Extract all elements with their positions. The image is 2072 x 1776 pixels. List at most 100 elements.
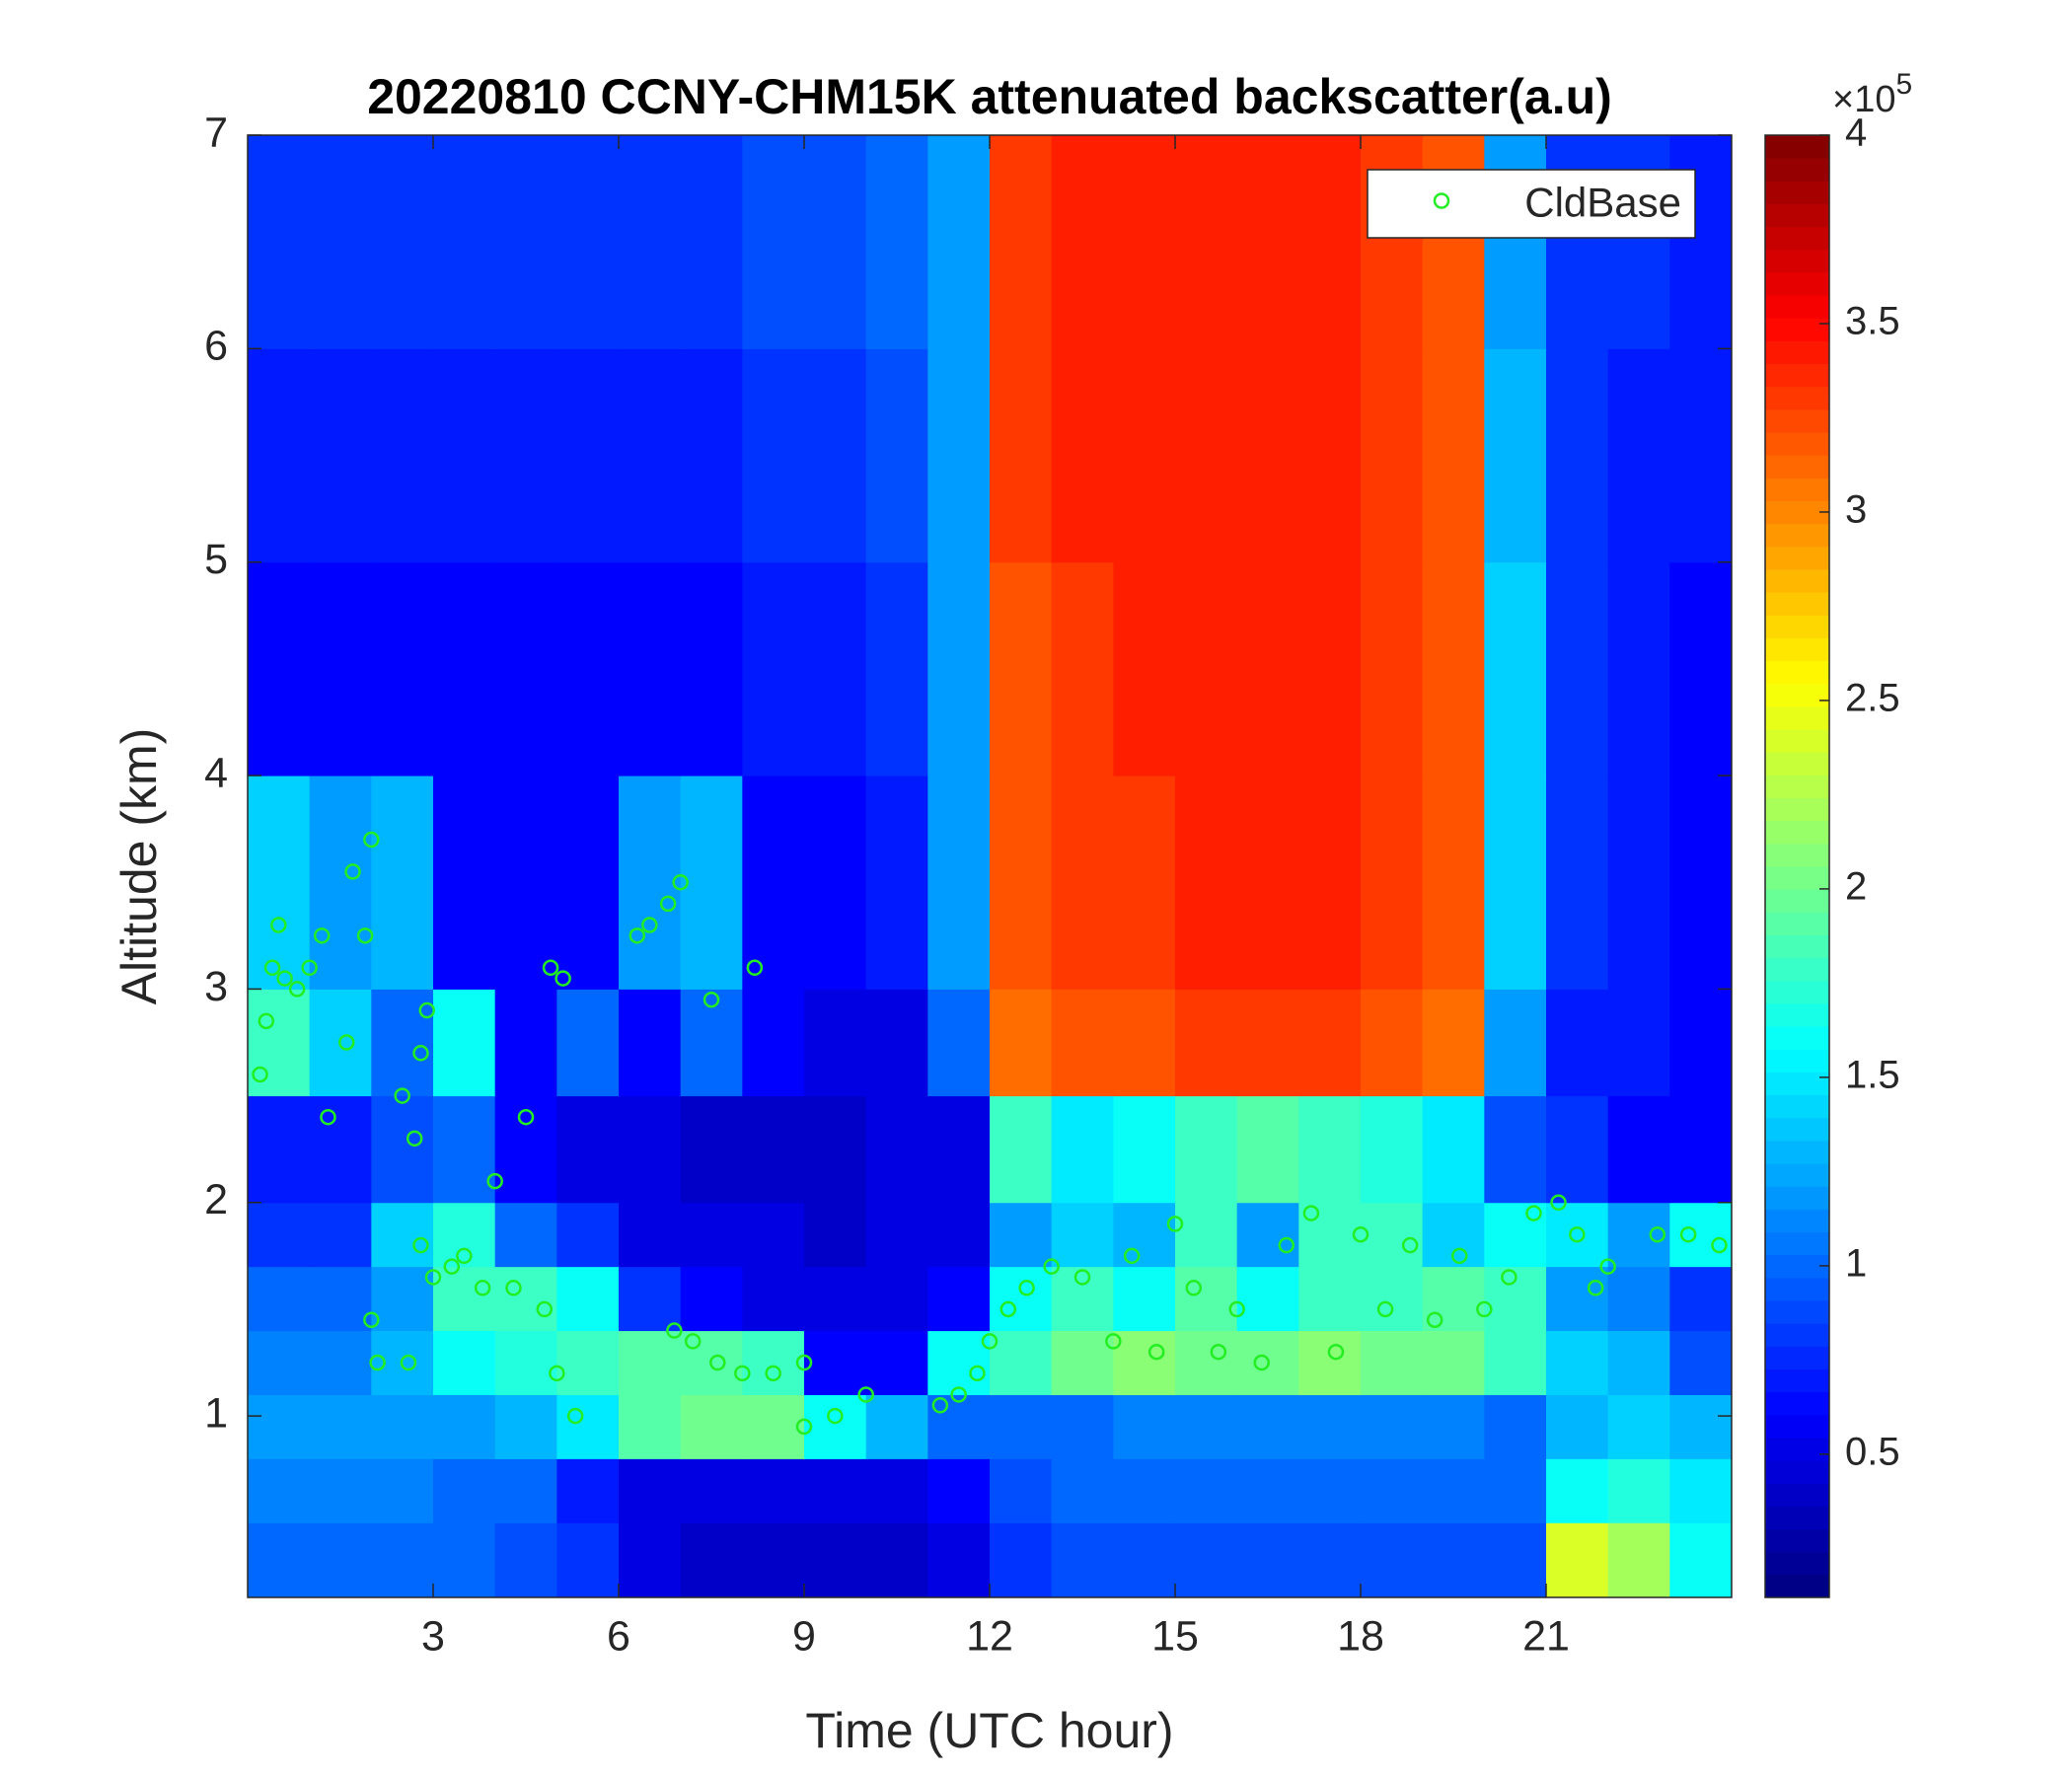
heatmap-cell <box>1298 1458 1362 1523</box>
heatmap-cell <box>680 1095 743 1204</box>
colorbar-segment <box>1765 615 1829 638</box>
heatmap-cell <box>742 989 805 1097</box>
heatmap-cell <box>1175 561 1238 777</box>
cloud-base-point <box>313 927 331 944</box>
heatmap-cell <box>248 1266 311 1332</box>
heatmap-cell <box>1236 561 1299 777</box>
heatmap-cell <box>1669 1522 1733 1598</box>
colorbar-segment <box>1765 752 1829 776</box>
cloud-base-point <box>288 981 306 998</box>
heatmap-cell <box>371 1394 434 1459</box>
heatmap-cell <box>804 989 867 1097</box>
heatmap-cell <box>1051 989 1114 1097</box>
heatmap-cell <box>680 776 743 990</box>
cloud-base-point <box>1210 1343 1227 1361</box>
heatmap-cell <box>1175 1458 1238 1523</box>
heatmap-cell <box>1484 989 1547 1097</box>
colorbar-segment <box>1765 1391 1829 1416</box>
heatmap-cell <box>1607 1522 1670 1598</box>
cloud-base-point <box>1253 1354 1270 1371</box>
heatmap-cell <box>1546 1330 1609 1395</box>
heatmap-cell <box>1546 348 1609 563</box>
cloud-base-point <box>1278 1236 1295 1254</box>
cloud-base-point <box>1073 1269 1091 1286</box>
heatmap-cell <box>927 1394 991 1459</box>
cloud-base-point <box>981 1333 999 1350</box>
heatmap-cell <box>990 1394 1053 1459</box>
heatmap-cell <box>990 989 1053 1097</box>
heatmap-cell <box>1484 1095 1547 1204</box>
heatmap-cell <box>1361 135 1424 349</box>
heatmap-cell <box>865 989 928 1097</box>
heatmap-cell <box>1607 1095 1670 1204</box>
heatmap-cell <box>248 1095 311 1204</box>
heatmap-cell <box>1113 1095 1176 1204</box>
cloud-base-point <box>1587 1280 1604 1296</box>
cloud-base-point <box>486 1172 503 1190</box>
heatmap-cell <box>990 1458 1053 1523</box>
cloud-base-point <box>1185 1280 1203 1296</box>
heatmap-cell <box>1361 1394 1424 1459</box>
cloud-base-point <box>456 1247 473 1265</box>
heatmap-cell <box>865 776 928 990</box>
heatmap-cell <box>1113 1522 1176 1598</box>
heatmap-cell <box>1422 1330 1485 1395</box>
colorbar-segment <box>1765 523 1829 548</box>
heatmap-cell <box>1298 1095 1362 1204</box>
heatmap-cell <box>1484 1458 1547 1523</box>
cloud-base-point <box>443 1258 461 1275</box>
heatmap-cell <box>309 1394 372 1459</box>
heatmap-cell <box>1546 1266 1609 1332</box>
heatmap-cell <box>1051 1266 1114 1332</box>
colorbar-segment <box>1765 408 1829 433</box>
colorbar-tick-label: 2 <box>1845 864 1867 908</box>
heatmap-cell <box>1175 1266 1238 1332</box>
heatmap-cell <box>371 135 434 349</box>
cloud-base-point <box>1525 1205 1542 1221</box>
heatmap-cell <box>556 135 620 349</box>
heatmap-cell <box>619 1394 682 1459</box>
heatmap-cell <box>1607 1330 1670 1395</box>
heatmap-cell <box>1484 1394 1547 1459</box>
x-tick-label: 21 <box>1522 1612 1570 1660</box>
heatmap-cell <box>248 135 311 349</box>
colorbar-segment <box>1765 363 1829 388</box>
cloud-base-point <box>412 1236 429 1254</box>
heatmap-cell <box>371 776 434 990</box>
heatmap-cell <box>1361 348 1424 563</box>
cloud-base-point <box>505 1280 522 1296</box>
cloud-base-point <box>263 959 281 977</box>
heatmap-cell <box>1422 989 1485 1097</box>
colorbar-segment <box>1765 271 1829 296</box>
heatmap-cell <box>1113 1202 1176 1268</box>
heatmap-cell <box>556 561 620 777</box>
heatmap-cell <box>556 1458 620 1523</box>
heatmap-cell <box>1607 1458 1670 1523</box>
heatmap-cell <box>742 1202 805 1268</box>
heatmap-cell <box>494 348 557 563</box>
heatmap-cell <box>1422 135 1485 349</box>
heatmap-cell <box>1175 776 1238 990</box>
heatmap-cell <box>619 1522 682 1598</box>
heatmap-cell <box>865 1330 928 1395</box>
heatmap-cell <box>1051 1522 1114 1598</box>
colorbar-multiplier-exponent: 5 <box>1895 68 1912 101</box>
heatmap-cell <box>371 561 434 777</box>
heatmap-cell <box>1669 1202 1733 1268</box>
cloud-base-point <box>1569 1225 1586 1243</box>
heatmap-cell <box>1361 776 1424 990</box>
heatmap-cell <box>1361 1095 1424 1204</box>
colorbar-segment <box>1765 500 1829 525</box>
heatmap-cell <box>433 135 496 349</box>
cloud-base-point <box>406 1130 423 1147</box>
cloud-base-point <box>1018 1280 1035 1296</box>
colorbar-segment <box>1765 386 1829 410</box>
colorbar-segment <box>1765 980 1829 1004</box>
colorbar-segment <box>1765 455 1829 479</box>
heatmap-cell <box>1546 776 1609 990</box>
colorbar-segment <box>1765 158 1829 182</box>
colorbar-segment <box>1765 1574 1829 1598</box>
heatmap-cell <box>1236 1522 1299 1598</box>
colorbar-segment <box>1765 1140 1829 1164</box>
colorbar-tick-label: 1 <box>1845 1241 1867 1285</box>
